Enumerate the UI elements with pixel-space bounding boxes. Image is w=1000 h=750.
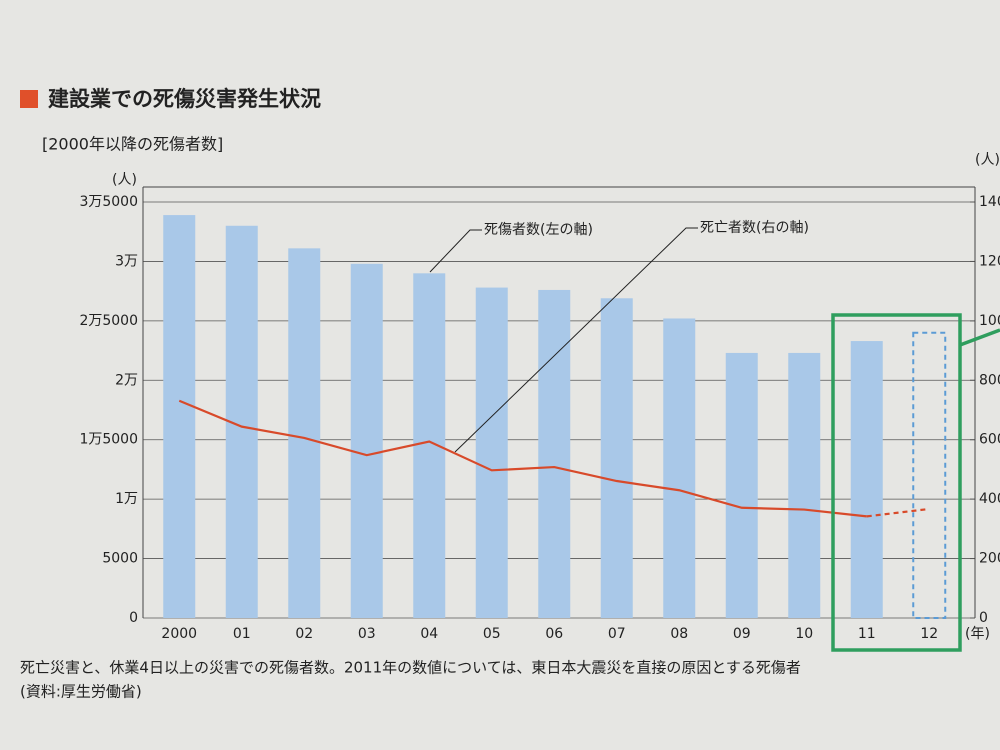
x-tick-label: 01 bbox=[233, 626, 251, 642]
legend-label: 死傷者数(左の軸) bbox=[484, 222, 593, 238]
x-unit: (年) bbox=[965, 626, 990, 642]
chart-title: 建設業での死傷災害発生状況 bbox=[48, 87, 321, 111]
highlight-connector bbox=[959, 328, 1000, 347]
x-tick-label: 05 bbox=[483, 626, 501, 642]
bar bbox=[600, 298, 633, 618]
y-tick-label: 0 bbox=[129, 610, 138, 626]
x-tick-label: 04 bbox=[420, 626, 438, 642]
x-tick-label: 07 bbox=[608, 626, 626, 642]
x-tick-label: 12 bbox=[920, 626, 938, 642]
x-tick-label: 03 bbox=[358, 626, 376, 642]
bar bbox=[725, 352, 758, 618]
bar bbox=[350, 263, 383, 618]
bar bbox=[912, 331, 947, 619]
y2-tick-label: 1400 bbox=[979, 194, 1000, 210]
x-tick-label: 11 bbox=[858, 626, 876, 642]
highlight-box bbox=[831, 313, 962, 652]
leader-line bbox=[454, 227, 698, 453]
x-tick-label: 06 bbox=[545, 626, 563, 642]
chart-subtitle: [2000年以降の死傷者数] bbox=[42, 135, 223, 154]
x-tick-label: 09 bbox=[733, 626, 751, 642]
leader-line bbox=[429, 229, 482, 273]
caption: 死亡災害と、休業4日以上の災害での死傷者数。2011年の数値については、東日本大… bbox=[20, 659, 801, 677]
bar bbox=[850, 341, 883, 618]
y-tick-label: 3万 bbox=[115, 253, 138, 269]
line bbox=[178, 399, 867, 518]
x-tick-label: 10 bbox=[795, 626, 813, 642]
bar bbox=[663, 318, 696, 618]
y-tick-label: 3万5000 bbox=[79, 194, 138, 210]
y2-unit: (人) bbox=[975, 152, 1000, 168]
y2-tick-label: 1200 bbox=[979, 253, 1000, 269]
y-tick-label: 2万5000 bbox=[79, 313, 138, 329]
bar bbox=[163, 215, 196, 618]
y-tick-label: 1万5000 bbox=[79, 432, 138, 448]
legend-label: 死亡者数(右の軸) bbox=[700, 220, 809, 236]
x-tick-label: 08 bbox=[670, 626, 688, 642]
x-tick-label: 02 bbox=[295, 626, 313, 642]
bar bbox=[788, 352, 821, 618]
y-tick-label: 1万 bbox=[115, 491, 138, 507]
y2-tick-label: 400 bbox=[979, 491, 1000, 507]
y2-tick-label: 600 bbox=[979, 432, 1000, 448]
title-marker bbox=[20, 90, 38, 108]
y-tick-label: 2万 bbox=[115, 372, 138, 388]
y2-tick-label: 800 bbox=[979, 372, 1000, 388]
y2-tick-label: 1000 bbox=[979, 313, 1000, 329]
projected-line bbox=[866, 507, 930, 518]
y-unit: (人) bbox=[112, 172, 137, 188]
bar bbox=[475, 287, 508, 618]
y2-tick-label: 200 bbox=[979, 551, 1000, 567]
y2-tick-label: 0 bbox=[979, 610, 988, 626]
x-tick-label: 2000 bbox=[161, 626, 197, 642]
caption: (資料:厚生労働省) bbox=[20, 683, 142, 701]
bar bbox=[538, 289, 571, 618]
bar bbox=[288, 248, 321, 618]
y-tick-label: 5000 bbox=[102, 551, 138, 567]
